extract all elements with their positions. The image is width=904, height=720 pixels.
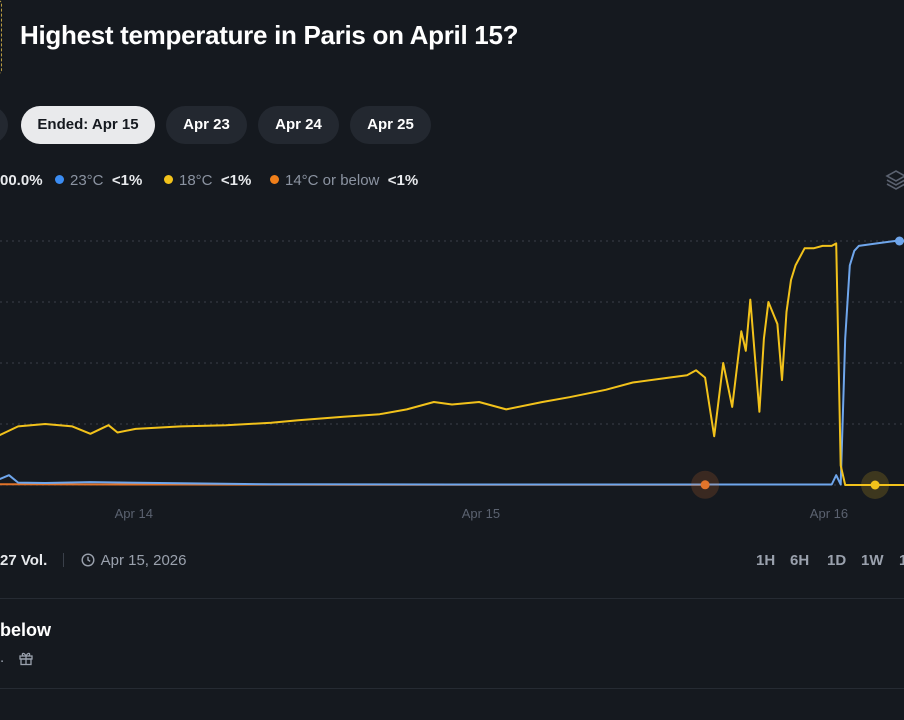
volume-label: 27 Vol. bbox=[0, 552, 48, 569]
meta-separator bbox=[63, 553, 65, 567]
legend-dot-14c bbox=[270, 175, 279, 184]
legend-value: <1% bbox=[111, 172, 143, 189]
legend-dot-18c bbox=[164, 175, 173, 184]
tab-apr24[interactable]: Apr 24 bbox=[258, 106, 339, 144]
legend-value: <1% bbox=[220, 172, 252, 189]
marker-14c[interactable] bbox=[700, 480, 710, 490]
tab-apr23[interactable]: Apr 23 bbox=[166, 106, 247, 144]
legend-label: 23°C bbox=[70, 172, 104, 189]
legend-label: 14°C or below bbox=[285, 172, 380, 189]
tab-previous-partial[interactable] bbox=[0, 106, 8, 144]
series-line-23-c[interactable] bbox=[0, 240, 904, 486]
range-6h[interactable]: 6H bbox=[790, 552, 810, 569]
chart-settings-icon[interactable] bbox=[884, 168, 904, 192]
market-thumbnail bbox=[0, 0, 2, 74]
series-line-18-c[interactable] bbox=[0, 242, 904, 486]
range-1w[interactable]: 1W bbox=[861, 552, 884, 569]
marker-23c[interactable] bbox=[894, 236, 904, 246]
section-divider bbox=[0, 688, 904, 689]
legend-label: 18°C bbox=[179, 172, 213, 189]
x-tick-label: Apr 15 bbox=[462, 506, 500, 521]
clock-icon bbox=[81, 553, 95, 567]
legend-value: <1% bbox=[387, 172, 419, 189]
section-divider bbox=[0, 598, 904, 599]
legend-first-value: 00.0% bbox=[0, 172, 43, 189]
outcome-title[interactable]: below bbox=[0, 620, 52, 640]
gift-icon[interactable] bbox=[18, 650, 34, 666]
price-chart: Apr 14 Apr 15 Apr 16 bbox=[0, 236, 904, 521]
range-1d[interactable]: 1D bbox=[827, 552, 847, 569]
legend-item-23c: 23°C <1% bbox=[55, 172, 142, 189]
range-1h[interactable]: 1H bbox=[756, 552, 776, 569]
legend-item-18c: 18°C <1% bbox=[164, 172, 251, 189]
outcome-subtitle: . bbox=[0, 649, 5, 666]
tab-ended-apr15[interactable]: Ended: Apr 15 bbox=[21, 106, 155, 144]
tab-apr25[interactable]: Apr 25 bbox=[350, 106, 431, 144]
x-tick-label: Apr 16 bbox=[810, 506, 848, 521]
end-date: Apr 15, 2026 bbox=[100, 552, 187, 569]
range-1m[interactable]: 1 bbox=[899, 552, 904, 569]
page-title: Highest temperature in Paris on April 15… bbox=[20, 20, 519, 50]
x-tick-label: Apr 14 bbox=[115, 506, 153, 521]
market-meta: 27 Vol. Apr 15, 2026 bbox=[0, 552, 187, 569]
legend-dot-23c bbox=[55, 175, 64, 184]
marker-18c[interactable] bbox=[870, 480, 880, 490]
legend-item-14c-or-below: 14°C or below <1% bbox=[270, 172, 418, 189]
